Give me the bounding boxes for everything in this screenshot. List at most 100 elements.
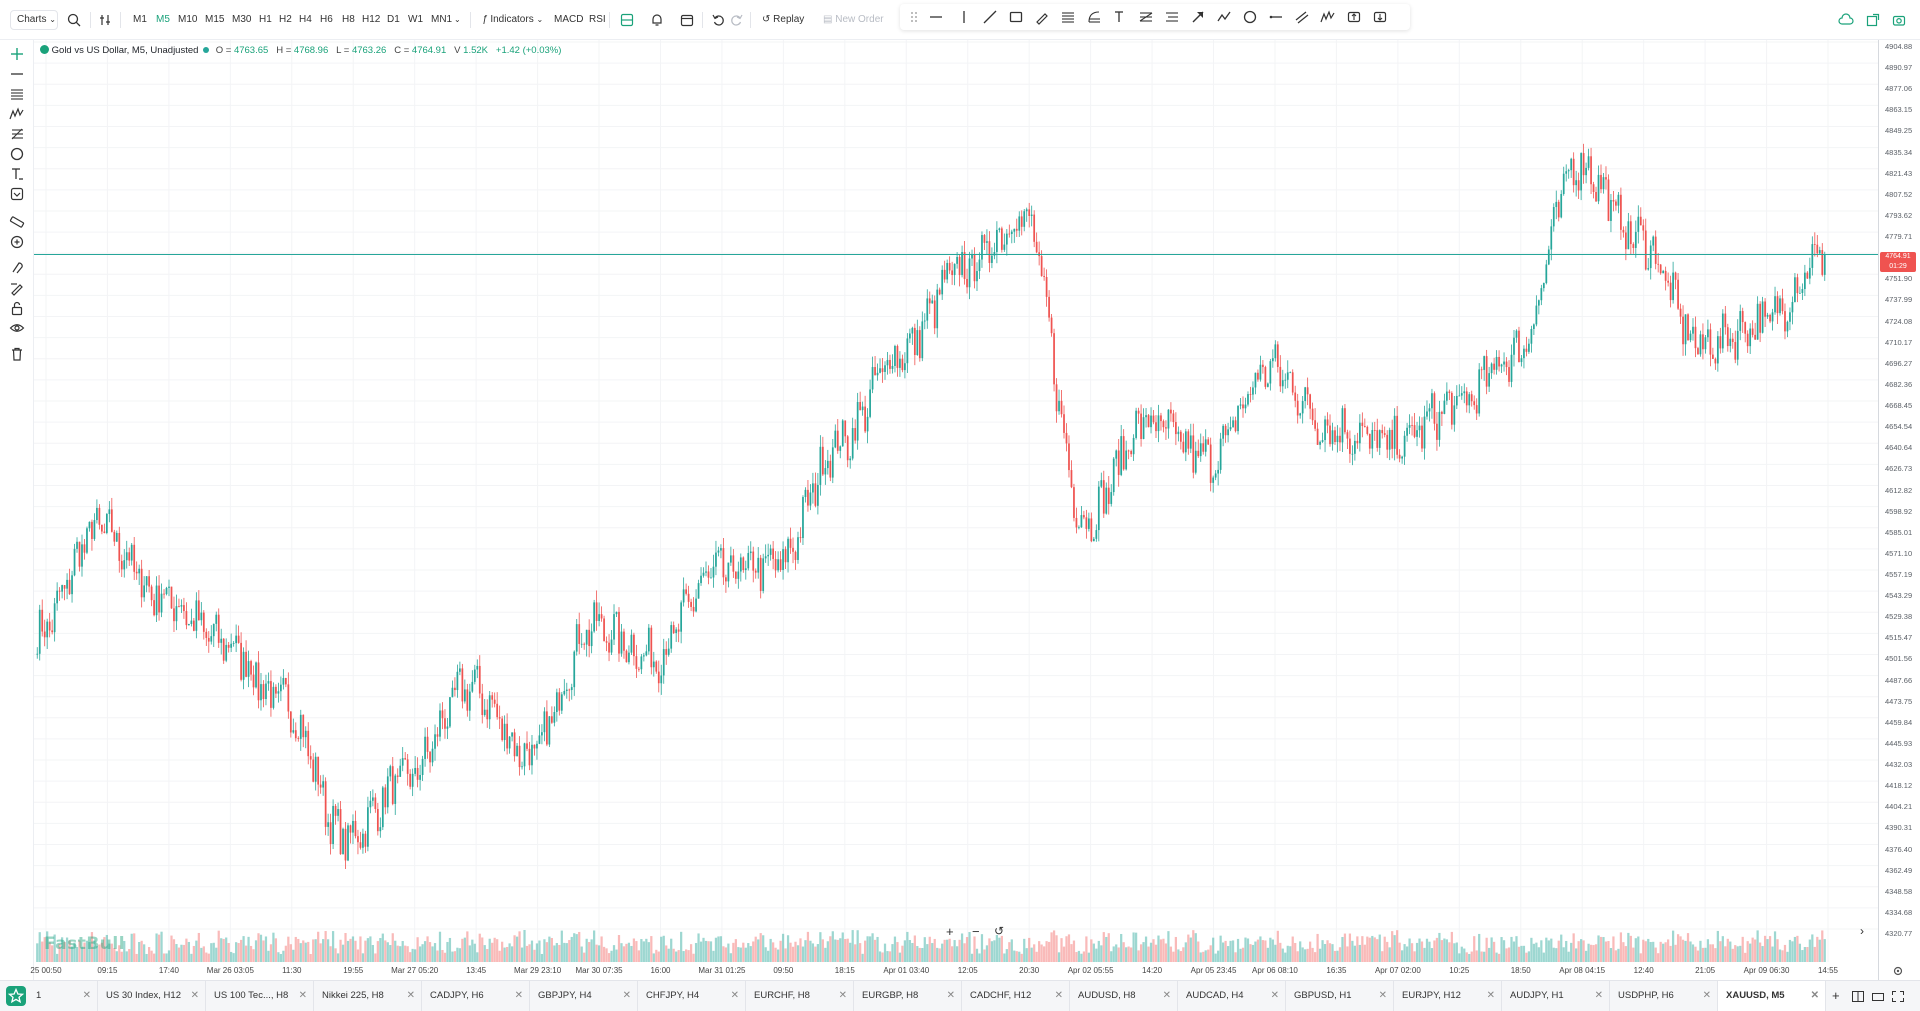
- add-tab-icon[interactable]: +: [1832, 988, 1840, 1003]
- close-tab-icon[interactable]: ✕: [1702, 990, 1711, 1001]
- arrow-icon[interactable]: [1190, 9, 1206, 25]
- callout-icon[interactable]: [9, 186, 25, 202]
- close-tab-icon[interactable]: ✕: [1378, 990, 1387, 1001]
- ruler-icon[interactable]: [9, 214, 25, 230]
- price-chart[interactable]: [34, 40, 1878, 980]
- settings-gear-icon[interactable]: [1892, 965, 1904, 977]
- parallel-channel-icon[interactable]: [9, 86, 25, 102]
- chart-tab[interactable]: EURCHF, H8 ✕: [746, 981, 854, 1011]
- fib-retracement-icon[interactable]: [1086, 9, 1102, 25]
- fib-retracement-icon[interactable]: [9, 126, 25, 142]
- stay-in-drawing-mode-icon[interactable]: [9, 280, 25, 296]
- chart-tab[interactable]: USDPHP, H6 ✕: [1610, 981, 1718, 1011]
- close-tab-icon[interactable]: ✕: [946, 990, 955, 1001]
- chart-tab[interactable]: AUDJPY, H1 ✕: [1502, 981, 1610, 1011]
- magnet-icon[interactable]: [9, 260, 25, 276]
- pitchfork-icon[interactable]: [1164, 9, 1180, 25]
- close-tab-icon[interactable]: ✕: [1486, 990, 1495, 1001]
- chart-tab[interactable]: EURJPY, H12 ✕: [1394, 981, 1502, 1011]
- search-icon[interactable]: [67, 13, 81, 27]
- close-tab-icon[interactable]: ✕: [1270, 990, 1279, 1001]
- redo-icon[interactable]: [730, 13, 744, 27]
- camera-icon[interactable]: [1892, 13, 1906, 27]
- popout-icon[interactable]: [1866, 13, 1880, 27]
- minimize-icon[interactable]: [1872, 991, 1884, 1002]
- timeframe-mn1[interactable]: MN1: [431, 14, 453, 25]
- close-tab-icon[interactable]: ✕: [838, 990, 847, 1001]
- alert-bell-icon[interactable]: [650, 13, 664, 27]
- timeframe-h6[interactable]: H6: [320, 14, 333, 25]
- timeframe-h1[interactable]: H1: [259, 14, 272, 25]
- undo-icon[interactable]: [711, 13, 725, 27]
- timeframe-h4[interactable]: H4: [299, 14, 312, 25]
- chart-tab[interactable]: GBPJPY, H4 ✕: [530, 981, 638, 1011]
- close-tab-icon[interactable]: ✕: [298, 990, 307, 1001]
- crosshair-icon[interactable]: [9, 46, 25, 62]
- text-tool-icon[interactable]: [9, 166, 25, 182]
- zoom-in-icon[interactable]: [9, 234, 25, 250]
- elliott-wave-icon[interactable]: [9, 106, 25, 122]
- chart-tab[interactable]: GBPUSD, H1 ✕: [1286, 981, 1394, 1011]
- close-tab-icon[interactable]: ✕: [82, 990, 91, 1001]
- new-order-button[interactable]: ▤ New Order: [823, 12, 884, 28]
- horizontal-line-icon[interactable]: [928, 9, 944, 25]
- channel-icon[interactable]: [1294, 9, 1310, 25]
- chart-tab[interactable]: XAUUSD, M5 ✕: [1718, 981, 1826, 1011]
- replay-button[interactable]: ↺ Replay: [762, 12, 804, 28]
- reset-chart-icon[interactable]: ↺: [994, 924, 1005, 938]
- gann-fan-icon[interactable]: [1138, 9, 1154, 25]
- text-tool-icon[interactable]: [1112, 9, 1128, 25]
- timeframe-more-chevron-down-icon[interactable]: ⌄: [454, 15, 461, 24]
- timeframe-d1[interactable]: D1: [387, 14, 400, 25]
- vertical-line-icon[interactable]: [956, 9, 972, 25]
- split-layout-icon[interactable]: [1852, 991, 1864, 1002]
- parallel-channel-icon[interactable]: [1060, 9, 1076, 25]
- chart-tab[interactable]: CADJPY, H6 ✕: [422, 981, 530, 1011]
- close-tab-icon[interactable]: ✕: [622, 990, 631, 1001]
- timeframe-m10[interactable]: M10: [178, 14, 198, 25]
- timeframe-m30[interactable]: M30: [232, 14, 252, 25]
- close-tab-icon[interactable]: ✕: [1054, 990, 1063, 1001]
- close-tab-icon[interactable]: ✕: [730, 990, 739, 1001]
- elliott-wave-icon[interactable]: [1320, 9, 1336, 25]
- zoom-out-button[interactable]: −: [972, 924, 980, 939]
- drag-handle-icon[interactable]: [906, 9, 922, 25]
- horizontal-line-icon[interactable]: [9, 66, 25, 82]
- chart-tab[interactable]: Nikkei 225, H8 ✕: [314, 981, 422, 1011]
- close-tab-icon[interactable]: ✕: [406, 990, 415, 1001]
- scroll-to-latest-icon[interactable]: ›: [1860, 924, 1864, 938]
- rsi-button[interactable]: RSI: [589, 14, 606, 25]
- close-tab-icon[interactable]: ✕: [1594, 990, 1603, 1001]
- timeframe-h12[interactable]: H12: [362, 14, 381, 25]
- timeframe-m5[interactable]: M5: [156, 14, 170, 25]
- layout-icon[interactable]: [620, 13, 634, 27]
- fullscreen-icon[interactable]: [1892, 991, 1904, 1002]
- timeframe-m15[interactable]: M15: [205, 14, 225, 25]
- ray-icon[interactable]: [1268, 9, 1284, 25]
- cloud-save-icon[interactable]: [1838, 13, 1854, 27]
- price-axis[interactable]: 4904.88 4890.97 4877.06 4863.15 4849.25 4835.…: [1878, 40, 1920, 980]
- indicators-button[interactable]: ƒ Indicators ⌄: [482, 12, 543, 28]
- close-tab-icon[interactable]: ✕: [190, 990, 199, 1001]
- timeframe-w1[interactable]: W1: [408, 14, 423, 25]
- ellipse-icon[interactable]: [9, 146, 25, 162]
- calendar-icon[interactable]: [680, 13, 694, 27]
- trend-line-icon[interactable]: [982, 9, 998, 25]
- time-axis[interactable]: 25 00:50 09:15 17:40 Mar 26 03:05 11:30 19:55…: [30, 963, 1878, 980]
- zoom-in-button[interactable]: +: [946, 924, 954, 939]
- chart-tab[interactable]: AUDCAD, H4 ✕: [1178, 981, 1286, 1011]
- lock-icon[interactable]: [9, 300, 25, 316]
- short-position-icon[interactable]: [1372, 9, 1388, 25]
- close-tab-icon[interactable]: ✕: [1810, 990, 1819, 1001]
- timeframe-h8[interactable]: H8: [342, 14, 355, 25]
- chart-tab[interactable]: CHFJPY, H4 ✕: [638, 981, 746, 1011]
- trash-icon[interactable]: [9, 346, 25, 362]
- chart-tab[interactable]: 1 ✕: [28, 981, 98, 1011]
- close-tab-icon[interactable]: ✕: [514, 990, 523, 1001]
- long-position-icon[interactable]: [1346, 9, 1362, 25]
- ellipse-icon[interactable]: [1242, 9, 1258, 25]
- chart-tab[interactable]: EURGBP, H8 ✕: [854, 981, 962, 1011]
- timeframe-h2[interactable]: H2: [279, 14, 292, 25]
- compare-symbol-icon[interactable]: [98, 13, 112, 27]
- eye-icon[interactable]: [9, 320, 25, 336]
